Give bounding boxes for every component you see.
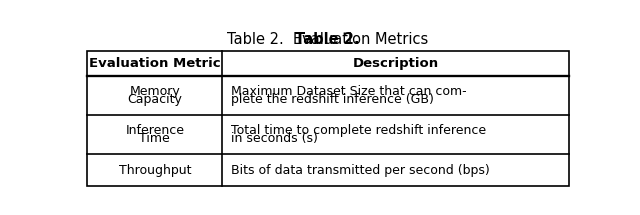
Text: Table 2.  Evaluation Metrics: Table 2. Evaluation Metrics — [227, 32, 429, 48]
Text: Description: Description — [352, 57, 438, 70]
Text: in seconds (s): in seconds (s) — [231, 132, 318, 145]
Text: Total time to complete redshift inference: Total time to complete redshift inferenc… — [231, 124, 486, 137]
Text: Throughput: Throughput — [118, 164, 191, 177]
Text: Inference: Inference — [125, 124, 184, 137]
Text: Capacity: Capacity — [127, 93, 182, 106]
Text: Bits of data transmitted per second (bps): Bits of data transmitted per second (bps… — [231, 164, 490, 177]
Text: Maximum Dataset Size that can com-: Maximum Dataset Size that can com- — [231, 85, 467, 98]
Text: Table 2.: Table 2. — [294, 32, 359, 48]
Text: Time: Time — [140, 132, 170, 145]
Text: Memory: Memory — [129, 85, 180, 98]
Bar — [88, 51, 568, 186]
Text: plete the redshift inference (GB): plete the redshift inference (GB) — [231, 93, 434, 106]
Text: Evaluation Metric: Evaluation Metric — [89, 57, 221, 70]
